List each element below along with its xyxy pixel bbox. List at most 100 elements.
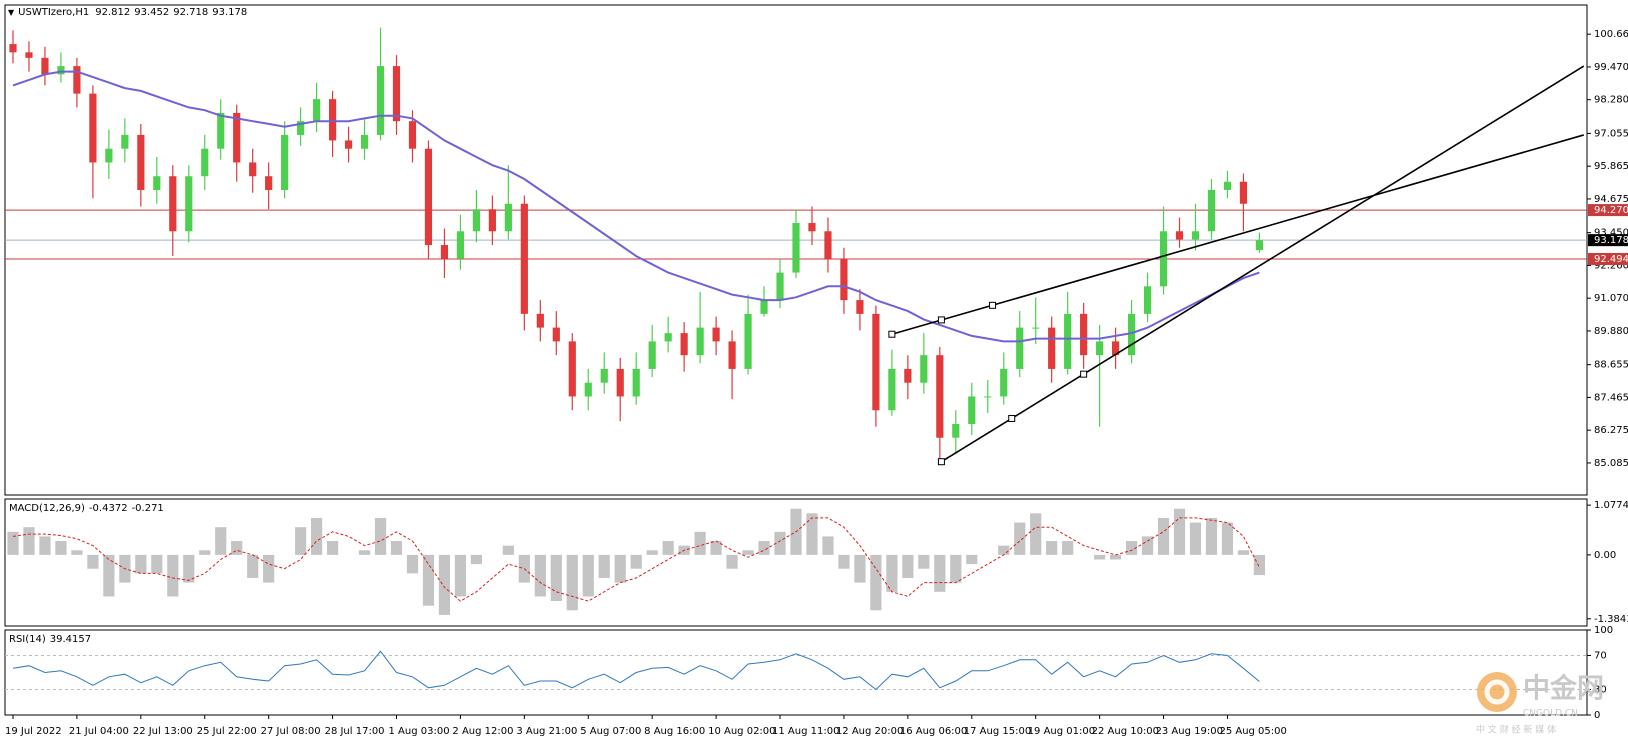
panel-frame	[4, 629, 1588, 716]
trendline	[891, 134, 1585, 336]
macd-bar	[662, 541, 674, 555]
macd-bar	[1173, 508, 1186, 555]
macd-bar	[1237, 550, 1250, 555]
candle-body	[1143, 286, 1152, 314]
watermark: 中金网 CNGOLD.CN 中 文 财 经 新 媒 体	[1476, 672, 1604, 736]
macd-bar	[199, 550, 211, 555]
candle-body	[792, 223, 800, 273]
candle-body	[25, 52, 33, 58]
macd-signal-line	[12, 517, 1260, 602]
chart-header: ▼ USWTIzero,H1 92.812 93.452 92.718 93.178	[8, 7, 247, 18]
macd-bar	[934, 554, 946, 592]
macd-bar	[694, 531, 706, 555]
candle-body	[297, 121, 305, 135]
y-tick-label: 30	[1594, 685, 1607, 696]
macd-bar	[1062, 541, 1074, 555]
candle-body	[73, 66, 81, 94]
macd-bar	[502, 545, 514, 555]
macd-bar	[326, 541, 339, 555]
candle-body	[536, 313, 544, 328]
y-tick-label: 94.675	[1594, 194, 1628, 205]
macd-value: -0.4372	[89, 503, 128, 514]
candle-body	[872, 313, 880, 411]
macd-bar	[598, 554, 610, 578]
macd-header: MACD(12,26,9) -0.4372 -0.271	[9, 503, 164, 514]
candle-body	[440, 245, 449, 259]
candle-body	[392, 66, 401, 122]
level-label: 94.270	[1594, 205, 1628, 216]
y-tick-label: 92.260	[1594, 260, 1628, 271]
macd-bar	[1110, 554, 1122, 560]
macd-bar	[550, 554, 562, 602]
macd-bar	[167, 554, 179, 597]
macd-bar	[1030, 513, 1042, 555]
candle-body	[233, 112, 241, 163]
candle-body	[1239, 181, 1248, 204]
candle-body	[1000, 368, 1008, 397]
candle-body	[313, 99, 321, 122]
y-tick-label: -1.3843	[1594, 614, 1628, 625]
macd-bar	[710, 541, 722, 555]
macd-bar	[742, 550, 754, 555]
macd-bar	[7, 531, 19, 555]
last-price-label: 93.178	[1594, 235, 1628, 246]
macd-bar	[183, 554, 195, 583]
symbol: USWTIzero,H1	[18, 7, 89, 18]
macd-bar	[1014, 522, 1026, 555]
candle-body	[1159, 231, 1168, 287]
candle-body	[456, 231, 465, 259]
candle-body	[1175, 231, 1184, 240]
macd-bar	[1125, 541, 1138, 555]
y-tick-label: 88.655	[1594, 360, 1628, 371]
macd-bar	[774, 531, 786, 555]
macd-bar	[1046, 541, 1058, 555]
x-tick-label: 3 Aug 21:00	[516, 726, 577, 737]
trendline-anchor	[989, 301, 997, 309]
candle-body	[808, 223, 816, 232]
candle-body	[616, 368, 624, 397]
y-tick-label: 100.660	[1594, 29, 1628, 40]
candle-body	[520, 203, 528, 314]
trendline-anchor	[1080, 370, 1088, 378]
panel-frame	[4, 498, 1588, 627]
candle-body	[201, 148, 209, 177]
macd-bar	[151, 554, 163, 574]
x-tick-label: 19 Jul 2022	[5, 726, 62, 737]
macd-bar	[311, 517, 323, 555]
candle-body	[760, 300, 768, 314]
macd-bar	[406, 554, 419, 574]
candle-body	[1080, 313, 1088, 356]
x-tick-label: 17 Aug 15:00	[964, 726, 1031, 737]
candle-body	[1064, 313, 1072, 369]
macd-bar	[854, 554, 866, 583]
candle-body	[968, 396, 976, 424]
macd-bar	[646, 550, 658, 555]
candle-body	[1032, 327, 1040, 329]
y-tick-label: 98.280	[1594, 95, 1628, 106]
close-value: 93.178	[212, 7, 247, 18]
candle-body	[920, 355, 928, 383]
y-tick-label: 93.450	[1594, 228, 1628, 239]
x-tick-label: 27 Jul 08:00	[261, 726, 321, 737]
y-tick-label: 89.880	[1594, 326, 1628, 337]
low-value: 92.718	[173, 7, 208, 18]
macd-bar	[470, 554, 482, 565]
logo-circle	[1477, 672, 1517, 712]
macd-bar	[966, 554, 978, 565]
y-tick-label: 86.275	[1594, 425, 1628, 436]
macd-bar	[135, 554, 147, 574]
macd-bar	[1221, 522, 1234, 555]
candle-body	[984, 396, 992, 398]
candle-body	[328, 99, 337, 141]
trendline-anchor	[888, 330, 896, 338]
candle-body	[568, 341, 576, 397]
macd-bar	[902, 554, 914, 578]
macd-bar	[806, 513, 818, 555]
x-tick-label: 25 Jul 22:00	[197, 726, 257, 737]
candle-body	[1207, 189, 1216, 232]
macd-bar	[374, 517, 387, 555]
macd-bar	[103, 554, 115, 597]
y-tick-label: 0.00	[1594, 550, 1616, 561]
candle-body	[472, 209, 480, 232]
